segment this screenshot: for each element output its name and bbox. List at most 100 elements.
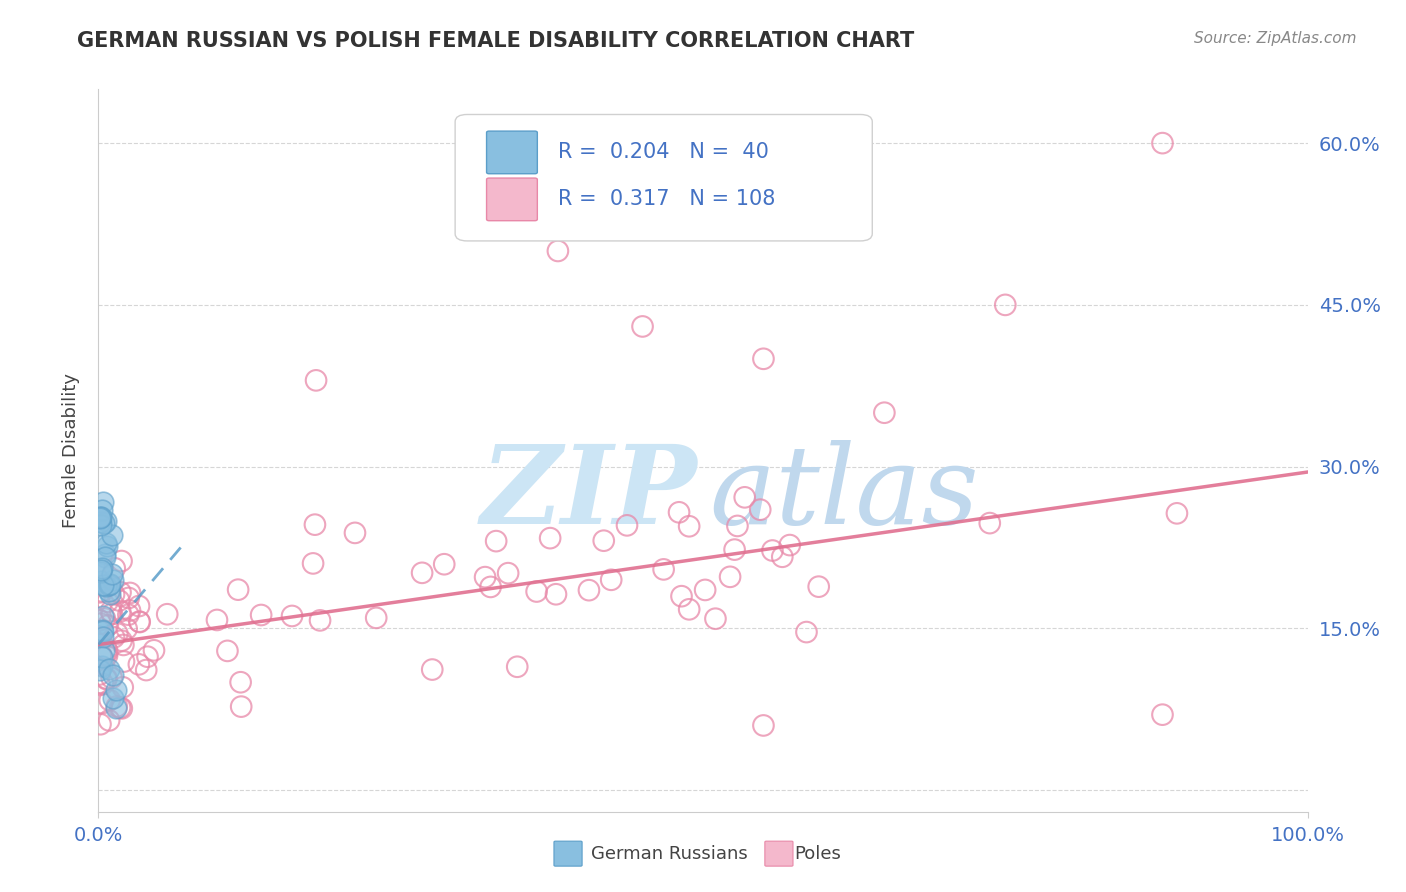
Point: [120, 586, 142, 600]
Point: [98, 714, 121, 728]
Point: [479, 580, 502, 594]
Point: [231, 699, 253, 714]
Point: [105, 700, 128, 714]
Point: [1166, 506, 1188, 520]
Point: [420, 663, 443, 677]
Point: [91, 630, 114, 644]
Point: [96, 539, 118, 553]
Point: [90, 649, 112, 664]
Point: [770, 549, 793, 564]
Point: [250, 607, 273, 622]
Point: [90, 503, 112, 517]
Point: [90, 574, 112, 588]
Point: [96, 672, 118, 686]
Point: [110, 554, 132, 568]
Point: [98, 662, 121, 676]
Point: [91, 658, 114, 673]
Point: [89, 624, 111, 639]
Point: [136, 649, 159, 664]
Point: [96, 648, 118, 663]
Point: [143, 643, 166, 657]
Point: [91, 584, 114, 599]
Point: [668, 505, 690, 519]
Point: [96, 645, 118, 659]
Point: [103, 587, 125, 601]
Text: atlas: atlas: [709, 440, 979, 548]
Point: [90, 648, 112, 663]
Point: [592, 533, 614, 548]
Point: [108, 593, 131, 607]
Text: ZIP: ZIP: [481, 440, 697, 548]
Y-axis label: Female Disability: Female Disability: [62, 373, 80, 528]
Text: Poles: Poles: [794, 846, 841, 863]
Point: [89, 509, 111, 524]
Point: [1152, 136, 1174, 150]
Point: [91, 696, 114, 710]
Point: [89, 678, 111, 692]
Point: [118, 591, 141, 605]
Point: [101, 607, 124, 621]
Point: [226, 582, 249, 597]
Point: [723, 542, 745, 557]
Point: [112, 638, 135, 652]
Point: [91, 624, 114, 638]
Point: [103, 691, 125, 706]
Point: [128, 599, 150, 613]
Point: [91, 495, 114, 509]
Point: [544, 587, 567, 601]
Point: [433, 558, 456, 572]
Point: [89, 565, 111, 579]
Point: [678, 519, 700, 533]
Point: [807, 580, 830, 594]
FancyBboxPatch shape: [486, 178, 537, 220]
Point: [98, 577, 121, 591]
Point: [97, 577, 120, 591]
Point: [110, 585, 132, 599]
Point: [281, 609, 304, 624]
Point: [205, 613, 228, 627]
Point: [90, 515, 112, 529]
Text: German Russians: German Russians: [591, 846, 747, 863]
Point: [725, 519, 748, 533]
Point: [309, 613, 332, 627]
Point: [671, 589, 693, 603]
Point: [89, 511, 111, 525]
Point: [547, 244, 569, 258]
Text: R =  0.204   N =  40: R = 0.204 N = 40: [558, 143, 769, 162]
Point: [108, 700, 131, 714]
Point: [695, 582, 717, 597]
Point: [305, 373, 328, 387]
Point: [89, 717, 111, 731]
Point: [156, 607, 179, 622]
Point: [761, 543, 783, 558]
Point: [718, 570, 741, 584]
Point: [94, 611, 117, 625]
Point: [496, 566, 519, 581]
Point: [526, 584, 548, 599]
Point: [128, 657, 150, 672]
Point: [105, 626, 128, 640]
Point: [111, 701, 134, 715]
Point: [796, 625, 818, 640]
Point: [89, 667, 111, 681]
Point: [101, 528, 124, 542]
Text: Source: ZipAtlas.com: Source: ZipAtlas.com: [1194, 31, 1357, 46]
Point: [135, 663, 157, 677]
Point: [96, 536, 118, 550]
Point: [98, 584, 121, 599]
Point: [89, 585, 111, 599]
Point: [631, 319, 654, 334]
Point: [101, 573, 124, 587]
Point: [128, 615, 150, 629]
Point: [91, 677, 114, 691]
Point: [110, 604, 132, 618]
Point: [93, 643, 115, 657]
Point: [90, 564, 112, 578]
Point: [616, 518, 638, 533]
Point: [105, 682, 128, 697]
Point: [128, 615, 150, 629]
Point: [90, 648, 112, 663]
Point: [91, 608, 114, 623]
Point: [89, 515, 111, 529]
Point: [366, 611, 388, 625]
